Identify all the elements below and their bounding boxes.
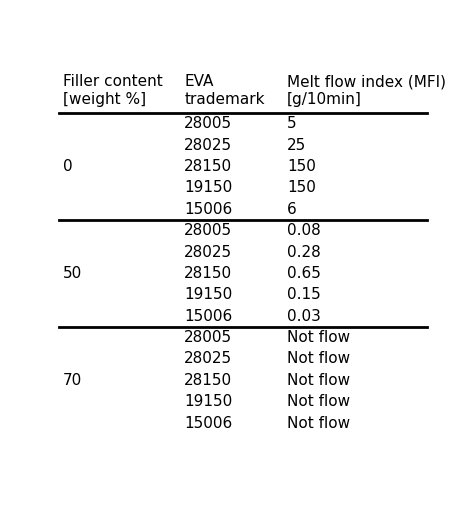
Text: 15006: 15006 — [184, 309, 232, 324]
Text: 28025: 28025 — [184, 138, 232, 153]
Text: 5: 5 — [287, 116, 297, 131]
Text: 150: 150 — [287, 180, 316, 195]
Text: 150: 150 — [287, 159, 316, 174]
Text: 19150: 19150 — [184, 287, 232, 302]
Text: 0.08: 0.08 — [287, 223, 321, 238]
Text: 50: 50 — [63, 266, 82, 281]
Text: 70: 70 — [63, 373, 82, 388]
Text: Not flow: Not flow — [287, 373, 350, 388]
Text: 0.15: 0.15 — [287, 287, 321, 302]
Text: 15006: 15006 — [184, 202, 232, 217]
Text: Filler content
[weight %]: Filler content [weight %] — [63, 75, 163, 107]
Text: 28150: 28150 — [184, 159, 232, 174]
Text: Not flow: Not flow — [287, 352, 350, 366]
Text: 0.28: 0.28 — [287, 245, 321, 260]
Text: 0: 0 — [63, 159, 73, 174]
Text: 28150: 28150 — [184, 266, 232, 281]
Text: 25: 25 — [287, 138, 306, 153]
Text: 28150: 28150 — [184, 373, 232, 388]
Text: 19150: 19150 — [184, 394, 232, 409]
Text: 28005: 28005 — [184, 223, 232, 238]
Text: 28005: 28005 — [184, 116, 232, 131]
Text: Melt flow index (MFI)
[g/10min]: Melt flow index (MFI) [g/10min] — [287, 75, 446, 107]
Text: 15006: 15006 — [184, 415, 232, 431]
Text: 28005: 28005 — [184, 330, 232, 345]
Text: 28025: 28025 — [184, 245, 232, 260]
Text: Not flow: Not flow — [287, 415, 350, 431]
Text: Not flow: Not flow — [287, 394, 350, 409]
Text: Not flow: Not flow — [287, 330, 350, 345]
Text: 0.03: 0.03 — [287, 309, 321, 324]
Text: 28025: 28025 — [184, 352, 232, 366]
Text: EVA
trademark: EVA trademark — [184, 75, 264, 107]
Text: 19150: 19150 — [184, 180, 232, 195]
Text: 6: 6 — [287, 202, 297, 217]
Text: 0.65: 0.65 — [287, 266, 321, 281]
